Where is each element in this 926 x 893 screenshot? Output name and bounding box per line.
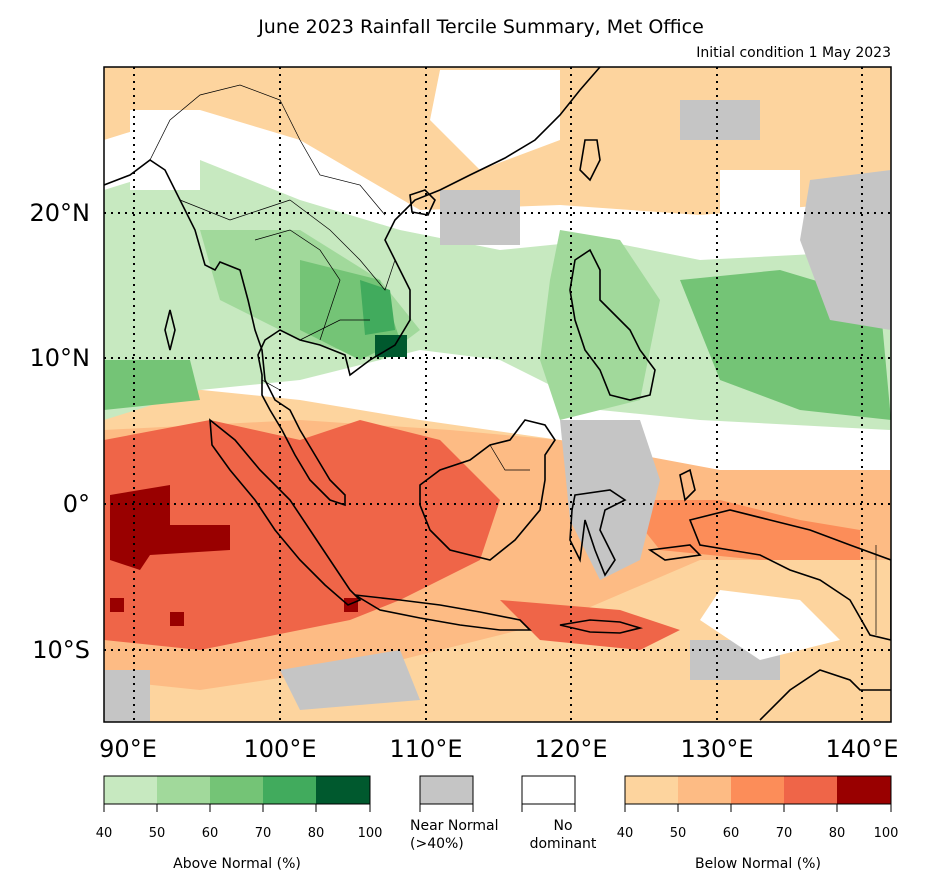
below-normal-region [620,500,860,560]
below-normal-cell [170,612,184,626]
near-normal-region [800,170,891,330]
near-normal-region [680,100,760,140]
lat-label: 10°S [32,636,90,664]
below-tick-label: 60 [722,826,740,841]
near-normal-region [440,190,520,245]
below-tick-label: 100 [873,826,899,841]
coastlines [104,67,891,721]
above-tick-label: 50 [148,826,166,841]
map-frame [103,66,892,723]
lon-label: 120°E [534,735,608,763]
lat-label: 20°N [29,199,91,227]
below-normal-region [110,485,230,570]
below-tick-label: 40 [616,826,634,841]
lon-label: 100°E [243,735,317,763]
graticule [104,67,891,722]
below-normal-region [500,600,680,650]
no-dominant-region [720,170,800,230]
initial-condition-label: Initial condition 1 May 2023 [696,45,891,61]
no-dominant-swatch [521,775,576,812]
no-dominant-region [700,590,840,660]
lon-label: 140°E [825,735,899,763]
below-tick-label: 70 [775,826,793,841]
near-normal-region [560,420,660,580]
lon-label: 90°E [99,735,157,763]
above-normal-region [104,160,891,430]
above-normal-caption: Above Normal (%) [173,856,301,872]
near-normal-caption: Near Normal (>40%) [410,818,499,852]
above-tick-label: 100 [357,826,383,841]
above-tick-label: 70 [254,826,272,841]
lat-label: 10°N [29,344,91,372]
tercile-field [104,67,891,722]
lon-label: 110°E [389,735,463,763]
no-dominant-caption: No dominant [529,818,597,852]
above-tick-label: 40 [95,826,113,841]
lon-label: 130°E [680,735,754,763]
near-normal-region [280,650,420,710]
below-tick-label: 50 [669,826,687,841]
above-normal-colorbar [103,775,371,812]
no-dominant-region [130,110,200,190]
below-normal-cell [344,598,358,612]
above-tick-label: 60 [201,826,219,841]
above-normal-region [104,360,200,410]
map-title: June 2023 Rainfall Tercile Summary, Met … [258,16,704,38]
near-normal-region [104,670,150,722]
below-normal-colorbar [624,775,892,812]
below-normal-caption: Below Normal (%) [695,856,821,872]
below-normal-region [104,420,500,650]
country-borders [149,84,877,635]
above-tick-label: 80 [307,826,325,841]
lat-label: 0° [62,490,90,518]
above-normal-region [360,280,395,335]
below-normal-cell [110,598,124,612]
near-normal-swatch [419,775,474,812]
below-tick-label: 80 [828,826,846,841]
